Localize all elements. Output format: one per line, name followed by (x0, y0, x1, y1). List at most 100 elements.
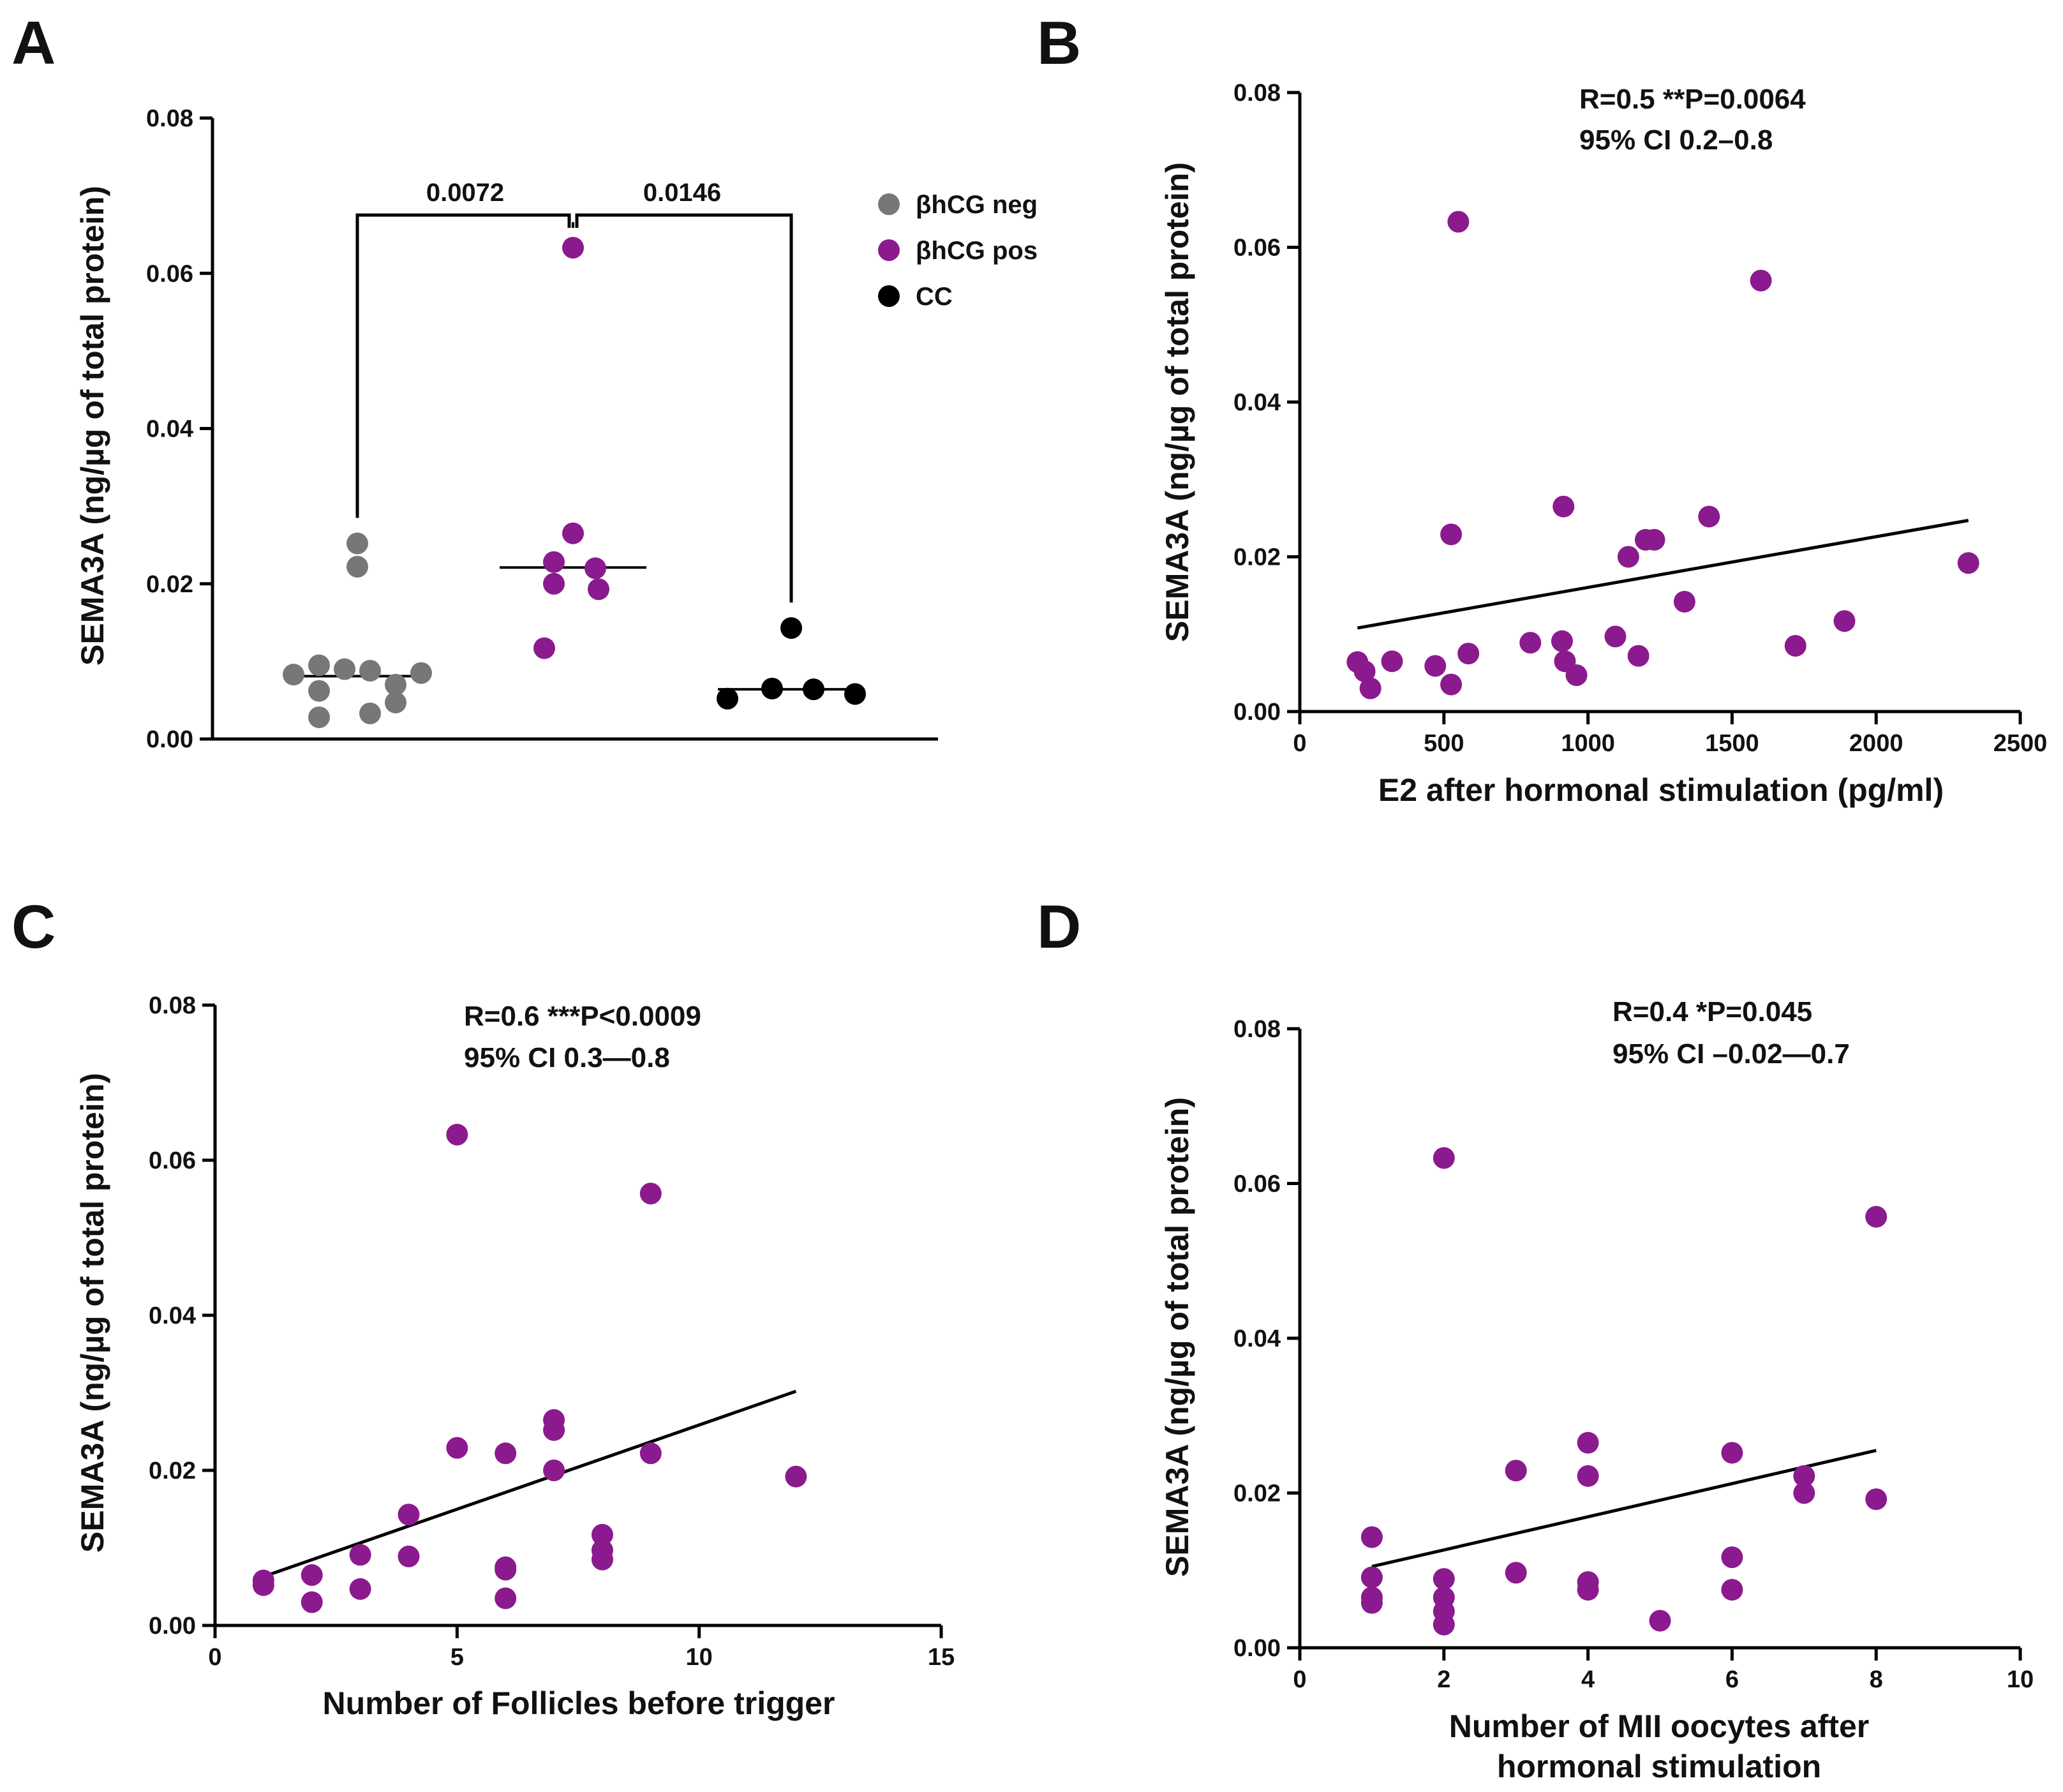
panel-a-legend-label: βhCG pos (916, 237, 1038, 265)
panel-c-data-point (446, 1123, 468, 1146)
panel-b-ytick-label: 0.04 (1233, 389, 1281, 416)
panel-d-ytick-label: 0.04 (1233, 1325, 1281, 1352)
panel-d-data-point (1721, 1579, 1743, 1601)
panel-c-ytick-label: 0.04 (149, 1303, 196, 1329)
panel-a-bracket-2 (575, 213, 793, 603)
panel-a-ytick-label: 0.06 (146, 260, 193, 287)
panel-d-data-point (1793, 1482, 1815, 1504)
panel-d-annotation-line1: R=0.4 *P=0.045 (1612, 996, 1812, 1027)
panel-d-data-point (1649, 1609, 1671, 1632)
panel-a-data-point (761, 677, 783, 699)
panel-a-data-point (585, 557, 606, 579)
panel-a-data-point (385, 673, 406, 696)
panel-c-data-point (349, 1544, 371, 1566)
panel-b-xtick-label: 500 (1424, 730, 1464, 757)
panel-c-annotation-line1: R=0.6 ***P<0.0009 (464, 1001, 701, 1032)
panel-d-ytick-label: 0.00 (1233, 1635, 1281, 1662)
panel-c-data-point (446, 1437, 468, 1459)
panel-a-data-point (359, 659, 381, 682)
panel-a-data-point (780, 617, 802, 639)
panel-d-data-point (1433, 1613, 1455, 1636)
panel-a-data-point (543, 551, 565, 573)
panel-d-letter: D (1037, 893, 1081, 961)
panel-a-data-point (346, 532, 368, 555)
panel-c-xtick-label: 15 (928, 1644, 955, 1671)
panel-c-regression-line (263, 1389, 797, 1578)
panel-a-data-point (533, 637, 555, 659)
panel-a-ytick-label: 0.00 (146, 726, 193, 753)
panel-c-data-point (591, 1548, 613, 1571)
panel-a-data-point (334, 658, 355, 680)
panel-a-data-point (844, 683, 866, 705)
panel-d-ytick-label: 0.06 (1233, 1171, 1281, 1198)
panel-c: C SEMA3A (ng/µg of total protein) Number… (11, 893, 955, 1721)
panel-a-data-point (588, 578, 609, 601)
panel-a-pvalue-1: 0.0072 (426, 179, 504, 207)
panel-a-data-point (803, 678, 824, 701)
panel-d-annotation-line2: 95% CI –0.02—0.7 (1612, 1038, 1850, 1070)
panel-a-legend-marker (878, 193, 900, 215)
panel-a-legend-marker (878, 285, 900, 307)
panel-c-data-point (252, 1574, 274, 1596)
panel-c-annotation-line2: 95% CI 0.3—0.8 (464, 1042, 670, 1073)
panel-b-data-point (1440, 673, 1463, 696)
panel-c-ytick-label: 0.08 (149, 992, 196, 1019)
panel-b-data-point (1519, 632, 1542, 654)
panel-a-data-point (308, 654, 330, 676)
panel-a-data-point (308, 706, 330, 728)
panel-b-xlabel: E2 after hormonal stimulation (pg/ml) (1378, 772, 1944, 808)
panel-d-data-point (1721, 1546, 1743, 1569)
panel-a-bracket-1 (355, 213, 571, 518)
panel-b-annotation-line1: R=0.5 **P=0.0064 (1579, 84, 1806, 115)
panel-b: B SEMA3A (ng/µg of total protein) E2 aft… (1037, 9, 2047, 808)
panel-d-data-point (1360, 1592, 1383, 1614)
panel-b-data-point (1698, 505, 1720, 528)
panel-b-data-point (1353, 660, 1376, 682)
panel-b-data-point (1957, 552, 1979, 574)
panel-d-ytick-label: 0.08 (1233, 1016, 1281, 1043)
panel-b-regression-line (1357, 519, 1969, 630)
panel-c-ytick-label: 0.00 (149, 1613, 196, 1639)
panel-b-xtick-label: 0 (1293, 730, 1306, 757)
panel-a: A SEMA3A (ng/µg of total protein) βhCG n… (11, 9, 1038, 753)
panel-c-data-point (543, 1460, 565, 1481)
panel-c-data-point (398, 1504, 420, 1526)
panel-d-data-point (1793, 1465, 1815, 1487)
panel-a-legend-label: CC (916, 283, 953, 311)
panel-b-data-point (1565, 664, 1588, 687)
panel-d-xtick-label: 10 (2007, 1666, 2034, 1693)
panel-b-xtick-label: 1500 (1705, 730, 1759, 757)
panel-d-data-point (1505, 1562, 1527, 1584)
panel-b-data-point (1604, 625, 1627, 648)
panel-a-ytick-label: 0.04 (146, 416, 193, 443)
panel-d-data-point (1360, 1526, 1383, 1548)
panel-d-data-point (1577, 1465, 1599, 1487)
panel-d-data-point (1577, 1431, 1599, 1454)
panel-b-xtick-label: 2500 (1993, 730, 2048, 757)
panel-a-data-point (359, 702, 381, 724)
panel-c-xlabel: Number of Follicles before trigger (323, 1685, 835, 1721)
panel-a-data-point (562, 522, 584, 544)
panel-b-data-point (1750, 269, 1772, 292)
panel-c-ytick-label: 0.06 (149, 1147, 196, 1174)
panel-a-data-point (410, 662, 432, 684)
panel-a-ytick-label: 0.08 (146, 105, 193, 132)
panel-b-xtick-label: 2000 (1849, 730, 1903, 757)
panel-b-ytick-label: 0.02 (1233, 544, 1281, 571)
panel-b-data-point (1553, 495, 1575, 518)
panel-a-data-point (308, 680, 330, 702)
panel-d: D SEMA3A (ng/µg of total protein) Number… (1037, 893, 2034, 1784)
panel-b-data-point (1673, 590, 1695, 613)
panel-a-data-point (385, 691, 406, 713)
panel-d-data-point (1433, 1147, 1455, 1169)
panel-a-data-point (346, 555, 368, 578)
panel-c-data-point (301, 1591, 323, 1613)
panel-b-letter: B (1037, 9, 1081, 77)
panel-d-ytick-label: 0.02 (1233, 1481, 1281, 1507)
panel-b-data-point (1359, 677, 1382, 699)
panel-c-data-point (543, 1419, 565, 1441)
panel-c-ytick-label: 0.02 (149, 1458, 196, 1484)
panel-c-data-point (639, 1183, 662, 1205)
panel-a-ytick-label: 0.02 (146, 571, 193, 598)
